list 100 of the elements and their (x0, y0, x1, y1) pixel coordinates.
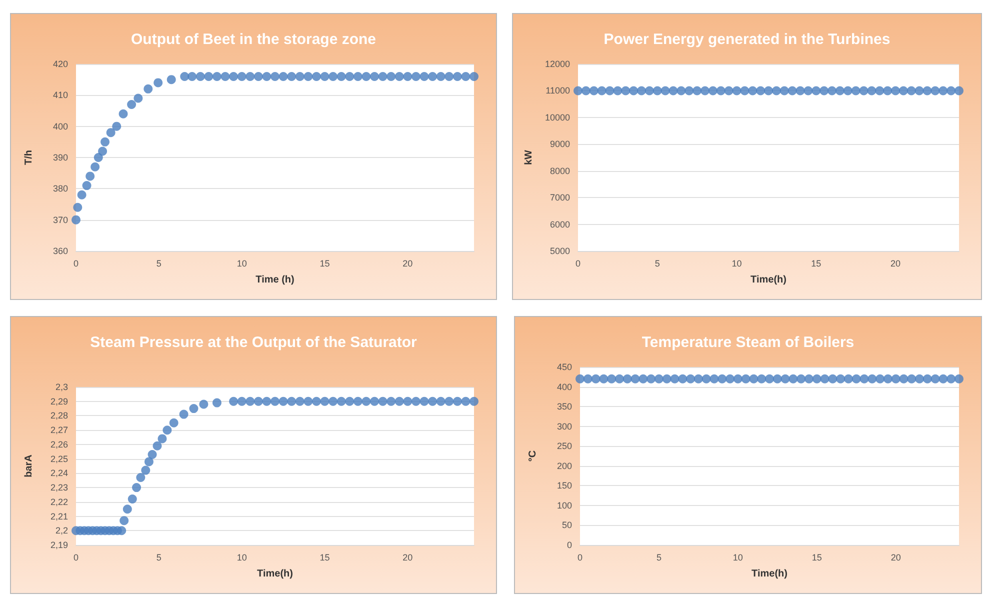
point (90, 162, 100, 172)
point (220, 72, 230, 81)
point (262, 396, 272, 406)
point (436, 396, 446, 406)
y-tick-label: 420 (52, 59, 68, 69)
y-axis-title: T/h (24, 150, 34, 165)
point (470, 72, 478, 81)
point (345, 72, 354, 81)
point (328, 396, 338, 406)
y-tick-label: 2,27 (50, 425, 68, 436)
point (237, 72, 246, 81)
point (136, 472, 146, 482)
point (246, 396, 255, 406)
point (122, 504, 132, 514)
point (148, 450, 157, 460)
point (100, 137, 110, 146)
point (179, 410, 188, 419)
point (77, 190, 86, 200)
point (420, 72, 429, 81)
point (370, 396, 379, 406)
x-tick-label: 15 (812, 552, 822, 562)
point (188, 72, 197, 81)
x-tick-label: 5 (156, 258, 162, 268)
chart-title: Output of Beet in the storage zone (130, 31, 376, 48)
point (262, 72, 272, 81)
point (120, 516, 129, 526)
chart-title: Steam Pressure at the Output of the Saturator (90, 334, 418, 351)
y-tick-label: 2,26 (50, 439, 68, 450)
point (436, 72, 446, 81)
point (196, 72, 205, 81)
y-tick-label: 390 (52, 152, 68, 162)
point (452, 72, 462, 81)
point (254, 72, 263, 81)
point (86, 172, 95, 181)
y-tick-label: 2,24 (50, 468, 68, 478)
point (353, 396, 362, 406)
y-tick-label: 0 (566, 540, 572, 550)
point (73, 202, 82, 212)
x-axis-title: Time (h) (256, 274, 294, 286)
y-tick-label: 2,2 (55, 526, 68, 536)
y-tick-label: 450 (556, 362, 572, 372)
point (270, 72, 280, 81)
point (162, 426, 172, 435)
point (180, 72, 190, 81)
point (386, 72, 396, 81)
point (320, 72, 330, 81)
point (452, 396, 462, 406)
y-tick-label: 350 (556, 402, 572, 412)
x-tick-label: 15 (320, 258, 330, 268)
point (304, 72, 313, 81)
point (295, 72, 304, 81)
x-tick-label: 20 (402, 552, 413, 562)
point (152, 441, 162, 450)
point (304, 396, 313, 406)
point (428, 72, 438, 81)
y-tick-label: 300 (556, 421, 572, 432)
point (204, 72, 214, 81)
y-tick-label: 7000 (550, 192, 570, 203)
point (199, 400, 208, 409)
y-tick-label: 9000 (550, 139, 570, 150)
point (154, 78, 163, 88)
point (411, 396, 420, 406)
point (378, 72, 388, 81)
x-axis-title: Time(h) (750, 274, 786, 286)
point (128, 494, 137, 504)
y-tick-label: 6000 (550, 219, 570, 230)
point (378, 396, 388, 406)
point (295, 396, 304, 406)
x-tick-label: 0 (575, 258, 581, 268)
y-tick-label: 8000 (550, 166, 570, 176)
point (144, 457, 154, 466)
y-axis-title: °C (528, 450, 538, 462)
x-tick-label: 15 (811, 258, 822, 268)
point (278, 396, 288, 406)
x-tick-label: 10 (236, 258, 247, 268)
x-tick-label: 15 (320, 552, 330, 562)
y-axis-title: kW (524, 149, 535, 165)
x-tick-label: 5 (654, 258, 660, 268)
point (212, 72, 222, 81)
y-tick-label: 400 (556, 382, 572, 392)
y-tick-label: 2,23 (50, 482, 68, 493)
y-tick-label: 360 (52, 246, 68, 256)
x-axis-title: Time(h) (752, 568, 788, 580)
point (127, 100, 136, 110)
point (328, 72, 338, 81)
point (169, 418, 178, 428)
y-tick-label: 2,19 (50, 540, 68, 550)
y-tick-label: 50 (562, 520, 572, 530)
point (254, 396, 263, 406)
y-tick-label: 12000 (544, 59, 570, 69)
point (229, 72, 238, 81)
point (444, 396, 454, 406)
point (403, 72, 412, 81)
point (461, 72, 470, 81)
x-tick-label: 0 (577, 552, 583, 562)
point (287, 396, 296, 406)
point (189, 404, 198, 414)
chart-title: Power Energy generated in the Turbines (604, 31, 890, 48)
y-tick-label: 400 (52, 121, 68, 132)
y-tick-label: 2,3 (55, 382, 68, 392)
